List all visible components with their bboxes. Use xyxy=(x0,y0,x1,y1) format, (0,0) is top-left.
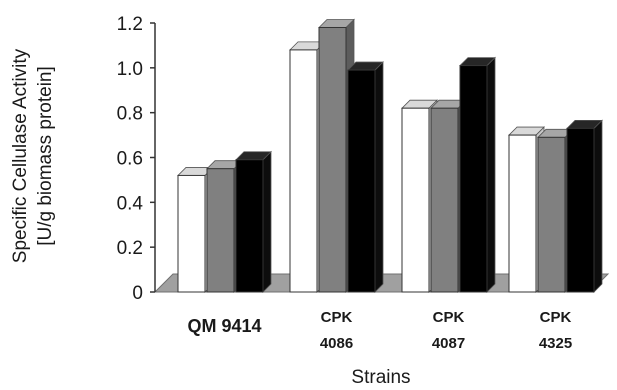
bar-front-face xyxy=(235,159,264,293)
bars xyxy=(177,18,603,293)
x-axis-title: Strains xyxy=(351,367,410,388)
y-axis-title-line-2: [U/g biomass protein] xyxy=(35,66,56,246)
bar xyxy=(566,119,603,293)
y-axis: 0 0.2 0.4 0.6 0.8 1.0 1.2 xyxy=(117,14,156,304)
bar-front-face xyxy=(347,69,376,293)
bar-front-face xyxy=(401,107,430,293)
bar-front-face xyxy=(459,65,488,293)
bar xyxy=(459,56,496,293)
bar-front-face xyxy=(537,136,566,293)
bar xyxy=(235,150,272,293)
y-tick-label: 0 xyxy=(132,283,143,304)
bar-side-face xyxy=(486,56,496,293)
labels: QM 9414 CPK 4086 CPK 4087 CPK 4325 xyxy=(187,309,572,352)
y-tick-label: 1.2 xyxy=(117,14,143,35)
x-category-label: QM 9414 xyxy=(187,316,261,336)
x-category-label: CPK xyxy=(433,309,465,326)
bar-front-face xyxy=(177,174,206,293)
y-axis-title-line-1: Specific Cellulase Activity xyxy=(10,48,31,263)
bar-front-face xyxy=(318,26,347,293)
bar-front-face xyxy=(206,168,235,293)
bar-side-face xyxy=(374,61,384,293)
x-category-label: 4087 xyxy=(432,335,465,352)
bar-front-face xyxy=(289,49,318,293)
bar-side-face xyxy=(593,119,603,293)
bar-front-face xyxy=(430,107,459,293)
y-tick-label: 0.8 xyxy=(117,104,143,125)
x-category-label: 4325 xyxy=(539,335,572,352)
bar-front-face xyxy=(508,134,537,293)
bar-front-face xyxy=(566,127,595,293)
y-tick-label: 1.0 xyxy=(117,59,143,80)
y-tick-label: 0.2 xyxy=(117,238,143,259)
y-tick-label: 0.4 xyxy=(117,193,144,214)
bar xyxy=(347,61,384,293)
y-tick-label: 0.6 xyxy=(117,149,143,170)
x-category-label: 4086 xyxy=(320,335,353,352)
x-category-label: CPK xyxy=(540,309,572,326)
bar-side-face xyxy=(262,150,272,293)
x-category-label: CPK xyxy=(321,309,353,326)
